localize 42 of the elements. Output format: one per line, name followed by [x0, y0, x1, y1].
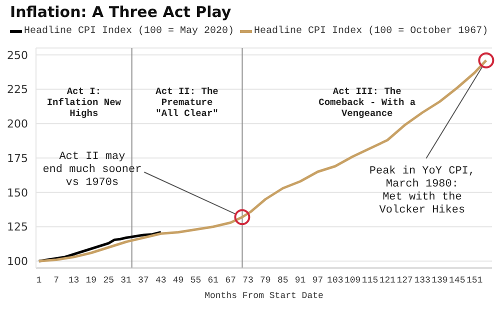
- x-tick-label: 115: [362, 275, 378, 286]
- x-tick-label: 85: [277, 275, 288, 286]
- y-tick-label: 100: [7, 255, 28, 268]
- x-tick-label: 13: [68, 275, 80, 286]
- x-tick-label: 127: [396, 275, 413, 286]
- annotation: Act II may end much sooner vs 1970s: [42, 151, 142, 190]
- y-tick-label: 125: [7, 220, 28, 234]
- annotation: Act I: Inflation New Highs: [46, 86, 122, 119]
- y-tick-label: 200: [7, 118, 28, 131]
- x-tick-label: 91: [294, 275, 306, 286]
- y-tick-label: 225: [7, 83, 28, 96]
- x-tick-label: 7: [54, 275, 60, 286]
- y-tick-label: 175: [7, 152, 28, 165]
- x-tick-label: 97: [312, 275, 324, 286]
- x-tick-label: 43: [155, 275, 166, 286]
- x-tick-label: 109: [344, 275, 361, 286]
- annotation: Act II: The Premature "All Clear": [156, 86, 219, 119]
- legend-label: Headline CPI Index (100 = October 1967): [253, 26, 488, 37]
- annotation: Act III: The Comeback - With a Vengeance: [318, 86, 416, 119]
- x-tick-label: 121: [379, 275, 396, 286]
- x-tick-label: 67: [225, 275, 236, 286]
- x-tick-label: 73: [242, 275, 254, 286]
- x-tick-label: 79: [260, 275, 271, 286]
- x-tick-label: 37: [138, 275, 149, 286]
- x-tick-label: 49: [172, 275, 184, 286]
- x-tick-label: 145: [449, 275, 466, 286]
- x-tick-label: 103: [327, 275, 344, 286]
- x-tick-label: 25: [103, 275, 114, 286]
- annotation: Peak in YoY CPI, March 1980: Met with the Volcker Hikes: [369, 165, 476, 216]
- legend-label: Headline CPI Index (100 = May 2020): [23, 26, 234, 37]
- x-tick-label: 55: [190, 275, 202, 286]
- x-tick-label: 1: [36, 275, 42, 286]
- x-axis-title: Months From Start Date: [204, 291, 324, 301]
- x-tick-label: 151: [466, 275, 483, 286]
- x-tick-label: 61: [208, 275, 219, 286]
- x-tick-label: 19: [86, 275, 97, 286]
- chart-title: Inflation: A Three Act Play: [10, 3, 232, 21]
- y-tick-label: 250: [7, 48, 28, 62]
- x-tick-label: 139: [432, 275, 448, 286]
- x-tick-label: 31: [120, 275, 132, 286]
- x-tick-label: 133: [414, 275, 430, 286]
- y-tick-label: 150: [7, 186, 28, 200]
